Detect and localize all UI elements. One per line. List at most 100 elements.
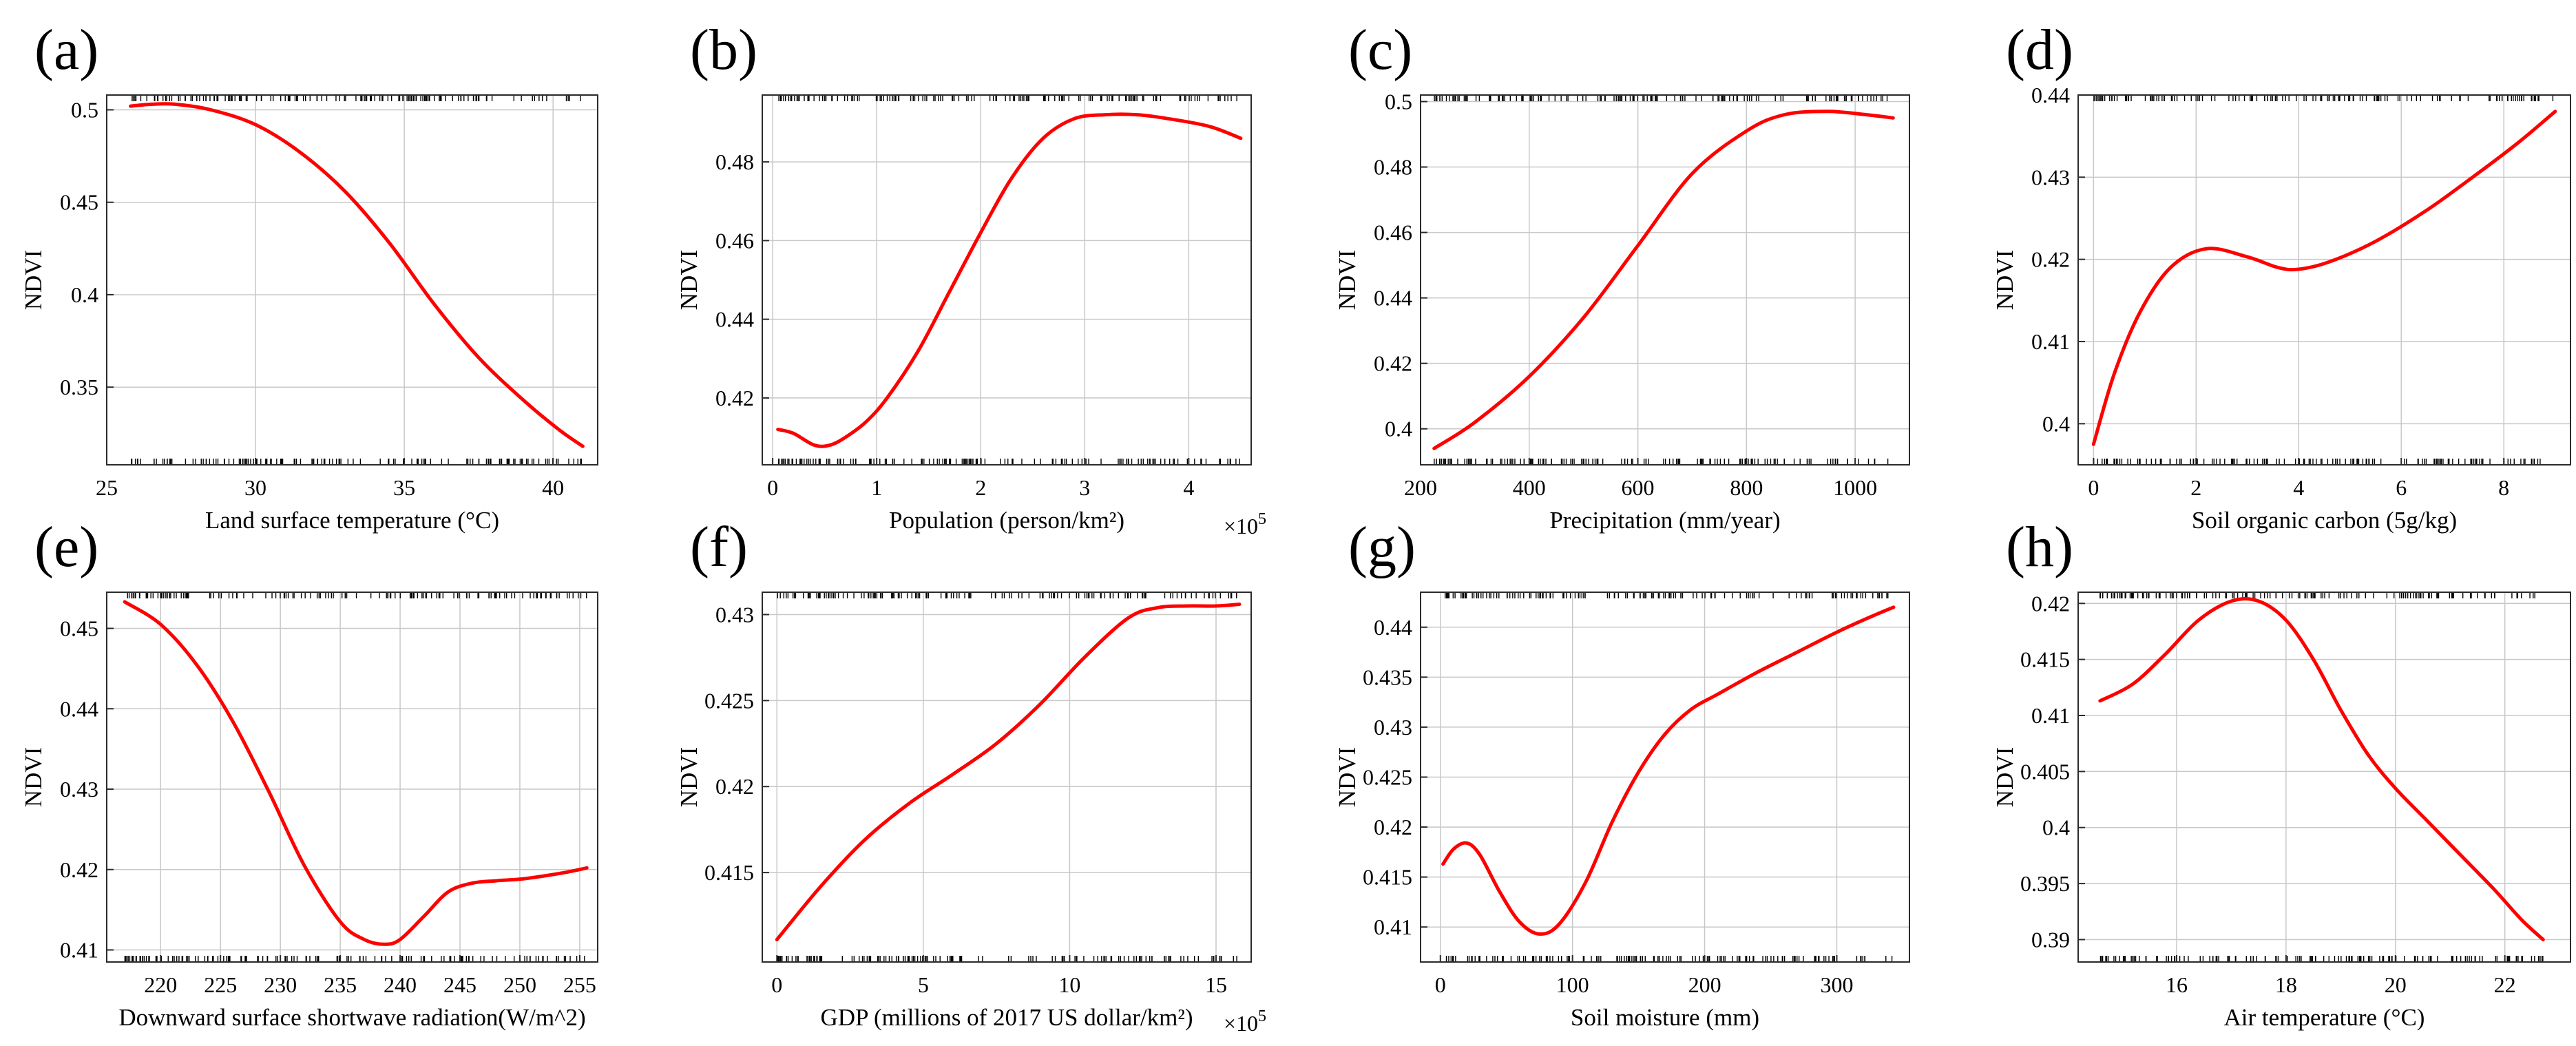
panel-label: (d)	[2006, 18, 2073, 82]
x-tick-label: 225	[204, 972, 237, 997]
series-line-partial-dependence	[2098, 597, 2545, 941]
y-tick-label: 0.415	[1363, 865, 1412, 890]
rug-bottom	[131, 459, 582, 465]
y-tick-label: 0.5	[71, 97, 98, 122]
axes-frame	[2077, 94, 2571, 466]
x-tick-label: 0	[2088, 475, 2099, 500]
x-tick-label: 245	[443, 972, 477, 997]
y-tick-label: 0.44	[715, 307, 754, 332]
y-tick-label: 0.42	[2031, 247, 2070, 272]
panel-g: (g) 0 100 200 300 0.41 0.415 0.42 0.425 0.43 0.435…	[1334, 515, 1910, 1031]
rug-top	[127, 592, 587, 598]
y-tick-label: 0.45	[60, 616, 98, 641]
x-tick-label: 2	[2190, 475, 2201, 500]
x-axis-label: Population (person/km²)	[889, 507, 1124, 534]
y-tick-label: 0.4	[2042, 815, 2070, 840]
x-multiplier-label: ×105	[1224, 1007, 1266, 1036]
x-axis-label: Precipitation (mm/year)	[1549, 507, 1780, 534]
y-axis-label: NDVI	[1334, 747, 1361, 807]
y-tick-label: 0.44	[60, 696, 98, 721]
y-tick-label: 0.395	[2020, 871, 2070, 896]
x-axis-label: GDP (millions of 2017 US dollar/km²)	[821, 1004, 1193, 1031]
panel-label: (a)	[34, 18, 98, 82]
x-tick-label: 10	[1058, 972, 1080, 997]
x-tick-label: 240	[384, 972, 417, 997]
x-tick-label: 2	[975, 475, 986, 500]
axes-frame	[2077, 592, 2571, 963]
rug-top	[2093, 95, 2554, 101]
panel-label: (g)	[1348, 515, 1416, 579]
y-axis-label: NDVI	[676, 747, 702, 807]
y-tick-label: 0.41	[1374, 914, 1412, 939]
rug-bottom	[124, 956, 585, 962]
axes-frame	[762, 94, 1252, 466]
x-tick-label: 22	[2494, 972, 2516, 997]
y-tick-label: 0.46	[1374, 220, 1412, 245]
x-tick-label: 100	[1556, 972, 1589, 997]
x-tick-label: 30	[244, 475, 266, 500]
y-tick-label: 0.48	[1374, 155, 1412, 180]
panel-b: (b) 0 1 2 3 4 0.42 0.44 0.46 0.48 Population (pers…	[676, 18, 1266, 538]
x-tick-label: 250	[503, 972, 536, 997]
panel-label: (f)	[690, 515, 748, 579]
y-tick-label: 0.44	[1374, 615, 1412, 640]
rug-top	[132, 95, 581, 101]
y-tick-label: 0.42	[1374, 815, 1412, 839]
x-axis-label: Downward surface shortwave radiation(W/m…	[118, 1004, 585, 1031]
axes-frame	[106, 94, 598, 466]
y-tick-label: 0.44	[1374, 286, 1412, 311]
rug-top	[1445, 592, 1889, 598]
y-tick-label: 0.4	[1385, 417, 1412, 441]
axes-frame	[106, 592, 598, 963]
y-tick-label: 0.39	[2031, 927, 2070, 952]
x-axis-label: Soil moisture (mm)	[1571, 1004, 1759, 1031]
rug-bottom	[776, 956, 1237, 962]
y-tick-label: 0.42	[1374, 351, 1412, 376]
x-tick-label: 1	[871, 475, 882, 500]
x-tick-label: 16	[2166, 972, 2188, 997]
rug-bottom	[2093, 459, 2541, 465]
panel-a: (a) 25 30 35 40 0.35 0.4 0.45 0.5 Land surface te…	[20, 18, 598, 534]
y-tick-label: 0.43	[60, 777, 98, 802]
panel-e: (e) 220 225 230 235 240 245 250 255 0.41 0.42 0.43 0…	[20, 515, 598, 1031]
x-axis-label: Air temperature (°C)	[2224, 1004, 2425, 1031]
rug-bottom	[2099, 956, 2544, 962]
y-tick-label: 0.44	[2031, 83, 2070, 107]
y-tick-label: 0.415	[704, 860, 754, 885]
rug-top	[777, 592, 1237, 598]
y-tick-label: 0.41	[60, 937, 98, 962]
x-tick-label: 400	[1513, 475, 1546, 500]
y-tick-label: 0.415	[2020, 647, 2070, 672]
x-tick-label: 0	[767, 475, 778, 500]
y-tick-label: 0.43	[1374, 715, 1412, 740]
axes-frame	[1420, 94, 1910, 466]
panel-c: (c) 200 400 600 800 1000 0.4 0.42 0.44 0.46 0.48 0.…	[1334, 18, 1910, 534]
rug-top	[2099, 592, 2535, 598]
y-tick-label: 0.42	[60, 857, 98, 882]
x-tick-label: 40	[542, 475, 564, 500]
x-tick-label: 800	[1730, 475, 1763, 500]
y-tick-label: 0.43	[715, 602, 754, 627]
series-line-partial-dependence	[2091, 109, 2557, 446]
x-tick-label: 220	[144, 972, 177, 997]
x-tick-label: 4	[1183, 475, 1194, 500]
x-axis-label: Land surface temperature (°C)	[205, 507, 499, 534]
x-tick-label: 35	[393, 475, 415, 500]
y-axis-label: NDVI	[1334, 250, 1361, 310]
panel-label: (b)	[690, 18, 757, 82]
y-tick-label: 0.42	[715, 774, 754, 799]
y-axis-label: NDVI	[676, 250, 702, 310]
panel-label: (h)	[2006, 515, 2073, 579]
panel-label: (c)	[1348, 18, 1412, 82]
x-tick-label: 25	[96, 475, 118, 500]
y-tick-label: 0.42	[715, 386, 754, 410]
x-multiplier-label: ×105	[1224, 510, 1266, 538]
x-tick-label: 230	[264, 972, 297, 997]
y-tick-label: 0.5	[1385, 90, 1412, 114]
y-tick-label: 0.48	[715, 149, 754, 174]
y-tick-label: 0.435	[1363, 665, 1412, 689]
y-tick-label: 0.4	[71, 282, 98, 307]
series-line-partial-dependence	[123, 600, 589, 946]
y-axis-label: NDVI	[20, 250, 47, 310]
x-axis-label: Soil organic carbon (5g/kg)	[2192, 507, 2457, 534]
